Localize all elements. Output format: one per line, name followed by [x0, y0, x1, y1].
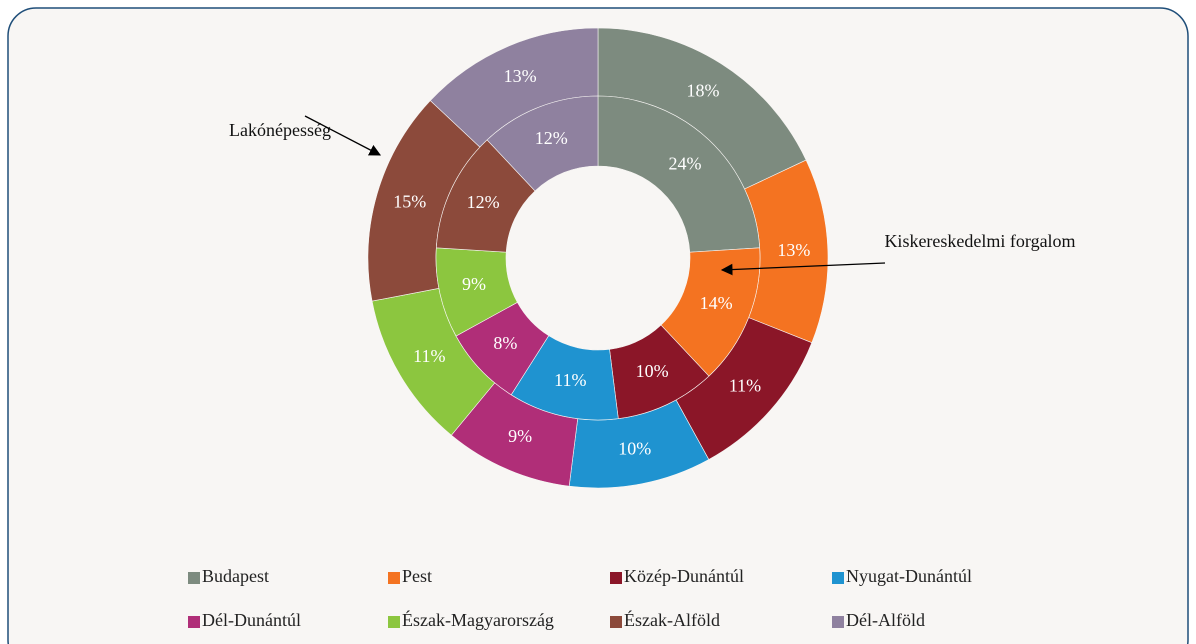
data-label: 13%: [777, 240, 810, 260]
legend-label: Dél-Dunántúl: [202, 610, 301, 630]
legend-swatch: [188, 616, 200, 628]
data-label: 9%: [508, 426, 532, 446]
data-label: 24%: [668, 154, 701, 174]
annotation: Kiskereskedelmi forgalom: [884, 231, 1075, 251]
annotation-arrow: [304, 115, 382, 156]
data-label: 14%: [700, 293, 733, 313]
legend-label: Budapest: [202, 566, 269, 586]
data-label: 12%: [535, 128, 568, 148]
data-label: 8%: [493, 333, 517, 353]
legend-label: Közép-Dunántúl: [624, 566, 744, 586]
slice: [597, 95, 760, 253]
data-label: 9%: [462, 274, 486, 294]
annotation: Lakónépesség: [229, 120, 331, 140]
legend-swatch: [388, 572, 400, 584]
legend-swatch: [610, 616, 622, 628]
data-label: 11%: [729, 376, 761, 396]
legend-swatch: [610, 572, 622, 584]
legend-swatch: [832, 616, 844, 628]
data-label: 10%: [636, 361, 669, 381]
legend-label: Észak-Magyarország: [402, 609, 554, 630]
rings: 18% 13% 11% 10% 9% 11% 15% 13% 24% 14% 10% 11% 8% 9% 1…: [367, 27, 829, 489]
data-label: 11%: [554, 370, 586, 390]
legend-label: Pest: [402, 566, 432, 586]
data-label: 11%: [413, 346, 445, 366]
chart-frame: [7, 7, 1189, 644]
legend-label: Dél-Alföld: [846, 610, 925, 630]
annotation-arrow: [720, 262, 886, 276]
legend-swatch: [832, 572, 844, 584]
slice: [486, 95, 599, 192]
data-label: 13%: [504, 66, 537, 86]
data-label: 18%: [687, 81, 720, 101]
legend-swatch: [388, 616, 400, 628]
legend-label: Észak-Alföld: [624, 609, 720, 630]
legend-swatch: [188, 572, 200, 584]
legend: Budapest Pest Közép-Dunántúl Nyugat-Dunántú…: [188, 566, 972, 630]
legend-label: Nyugat-Dunántúl: [846, 566, 972, 586]
data-label: 10%: [618, 439, 651, 459]
data-label: 12%: [467, 192, 500, 212]
data-label: 15%: [393, 191, 426, 211]
